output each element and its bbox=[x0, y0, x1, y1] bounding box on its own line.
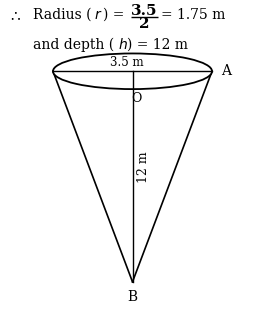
Text: = 1.75 m: = 1.75 m bbox=[161, 8, 226, 22]
Text: 2: 2 bbox=[139, 17, 150, 31]
Text: O: O bbox=[131, 92, 142, 105]
Text: Radius (: Radius ( bbox=[33, 8, 92, 22]
Ellipse shape bbox=[53, 53, 212, 89]
Text: $\therefore$: $\therefore$ bbox=[8, 8, 22, 23]
Text: ) = 12 m: ) = 12 m bbox=[127, 37, 188, 51]
Text: $r$: $r$ bbox=[94, 8, 103, 22]
Text: B: B bbox=[127, 290, 138, 304]
Text: 3.5: 3.5 bbox=[131, 4, 158, 18]
Text: ) =: ) = bbox=[103, 8, 125, 22]
Text: 12 m: 12 m bbox=[136, 151, 150, 183]
Text: $h$: $h$ bbox=[118, 37, 128, 52]
Text: 3.5 m: 3.5 m bbox=[111, 56, 144, 69]
Text: A: A bbox=[221, 64, 231, 78]
Text: and depth (: and depth ( bbox=[33, 37, 114, 52]
